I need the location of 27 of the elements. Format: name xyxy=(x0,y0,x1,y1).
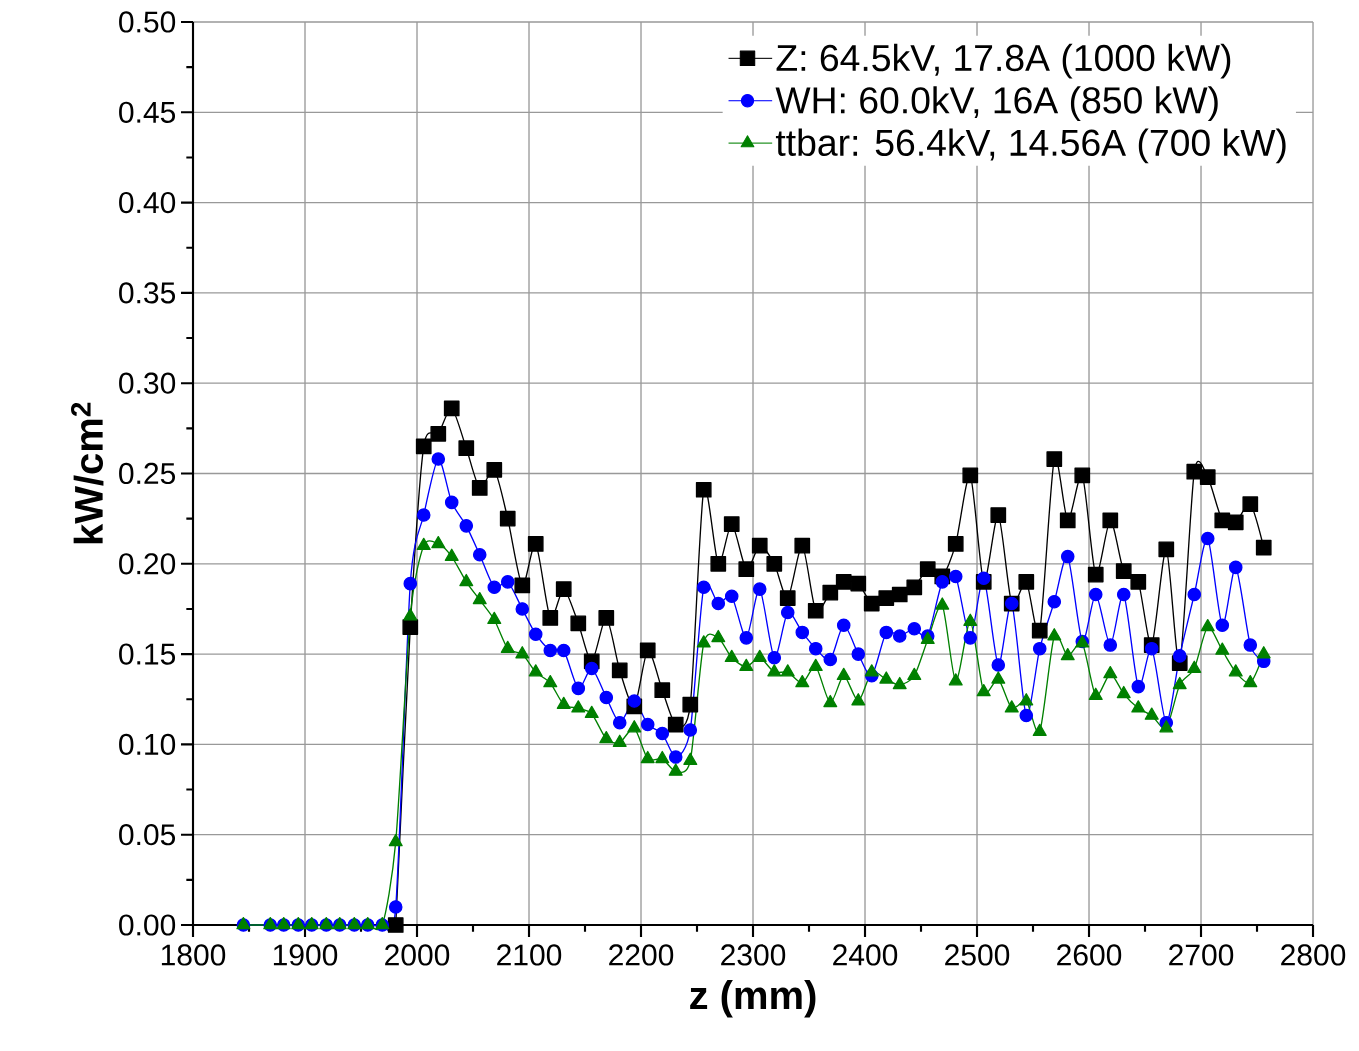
y-axis-title: kW/cm$^{2}$ xyxy=(71,402,104,544)
x-tick-label: 2800 xyxy=(1281,944,1346,966)
legend-label: ttbar: 56.4kV, 14.56A (700 kW) xyxy=(775,128,1286,164)
y-tick-label: 0.20 xyxy=(119,553,176,575)
legend-label: WH: 60.0kV, 16A (850 kW) xyxy=(775,86,1218,121)
y-tick-label: 0.00 xyxy=(119,914,176,936)
y-tick-label: 0.35 xyxy=(119,282,176,304)
x-tick-label: 2500 xyxy=(945,944,1010,966)
x-tick-label: 1800 xyxy=(161,944,226,966)
x-tick-label: 2000 xyxy=(385,944,450,966)
x-tick-label: 2100 xyxy=(497,944,562,966)
y-tick-label: 0.25 xyxy=(119,462,176,485)
x-tick-label: 2700 xyxy=(1169,944,1234,966)
y-tick-label: 0.50 xyxy=(119,11,176,33)
y-tick-label: 0.30 xyxy=(119,372,176,394)
x-tick-label: 2400 xyxy=(833,944,898,966)
x-axis-title: z (mm) xyxy=(690,980,816,1018)
y-tick-label: 0.15 xyxy=(119,643,176,665)
y-tick-label: 0.10 xyxy=(119,733,176,756)
x-tick-label: 2300 xyxy=(721,944,786,966)
y-tick-label: 0.45 xyxy=(119,101,176,123)
x-tick-label: 2600 xyxy=(1057,944,1122,966)
y-tick-label: 0.05 xyxy=(119,824,176,846)
y-tick-label: 0.40 xyxy=(119,191,176,214)
x-tick-label: 2200 xyxy=(609,944,674,966)
x-tick-label: 1900 xyxy=(273,944,338,966)
legend-label: Z: 64.5kV, 17.8A (1000 kW) xyxy=(776,43,1231,79)
